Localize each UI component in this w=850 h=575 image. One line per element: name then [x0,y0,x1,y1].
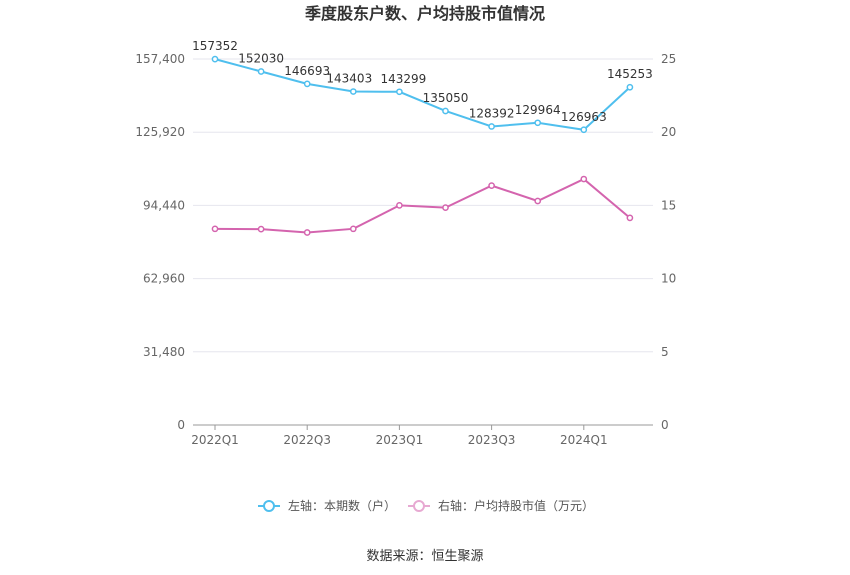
legend-swatch-marker [263,500,275,512]
axes: 031,48062,96094,440125,920157,4000510152… [135,52,676,447]
data-point-left [257,68,265,75]
gridlines [193,58,653,353]
legend-label: 右轴：户均持股市值（万元） [438,498,594,513]
data-point-left [534,119,542,127]
data-point-right [303,229,311,236]
data-label: 128392 [469,106,515,120]
x-axis-tick-label: 2022Q1 [191,433,239,447]
x-axis-tick-label: 2023Q3 [468,433,516,447]
data-point-left [396,88,403,96]
left-axis-tick-label: 125,920 [135,125,185,139]
legend-swatch-marker [413,500,425,512]
legend-label: 左轴：本期数（户） [288,498,396,513]
data-point-right [396,202,403,209]
data-point-left [580,126,588,134]
series-line-right [214,177,631,234]
data-point-left [211,55,219,63]
data-point-right [534,197,542,205]
data-point-left [626,83,634,91]
data-label: 126963 [561,110,607,124]
right-axis-tick-label: 20 [661,125,676,139]
x-axis-tick-label: 2022Q3 [283,433,331,447]
right-axis-tick-label: 10 [661,272,676,286]
x-axis-tick-label: 2024Q1 [560,433,608,447]
data-label: 145253 [607,67,653,81]
series-line-left [214,58,631,131]
left-axis-tick-label: 62,960 [143,272,185,286]
data-point-right [488,182,495,189]
data-point-left [303,80,311,88]
data-label: 135050 [423,91,469,105]
data-point-right [442,204,449,211]
left-axis-tick-label: 157,400 [135,52,185,66]
left-axis-tick-label: 94,440 [143,198,185,212]
legend: 左轴：本期数（户） 右轴：户均持股市值（万元） [258,498,594,513]
data-source: 数据来源：恒生聚源 [366,549,483,564]
data-point-right [257,225,265,233]
right-axis-tick-label: 5 [661,345,669,359]
data-label: 143403 [326,72,372,86]
data-label: 157352 [192,39,238,53]
data-point-right [626,214,634,222]
data-point-right [211,225,219,233]
left-axis-tick-label: 0 [177,418,185,432]
chart-title: 季度股东户数、户均持股市值情况 [304,4,545,23]
left-axis-tick-label: 31,480 [143,345,185,359]
data-label: 143299 [380,72,426,86]
data-point-right [580,175,588,183]
right-axis-tick-label: 0 [661,418,669,432]
right-axis-tick-label: 15 [661,198,676,212]
data-point-left [349,88,357,95]
data-label: 152030 [238,51,284,65]
data-label: 146693 [284,64,330,78]
data-label: 129964 [515,103,561,117]
data-point-left [442,107,449,115]
right-axis-tick-label: 25 [661,52,676,66]
data-point-left [488,123,495,130]
data-point-right [349,225,357,233]
x-axis-tick-label: 2023Q1 [376,433,424,447]
